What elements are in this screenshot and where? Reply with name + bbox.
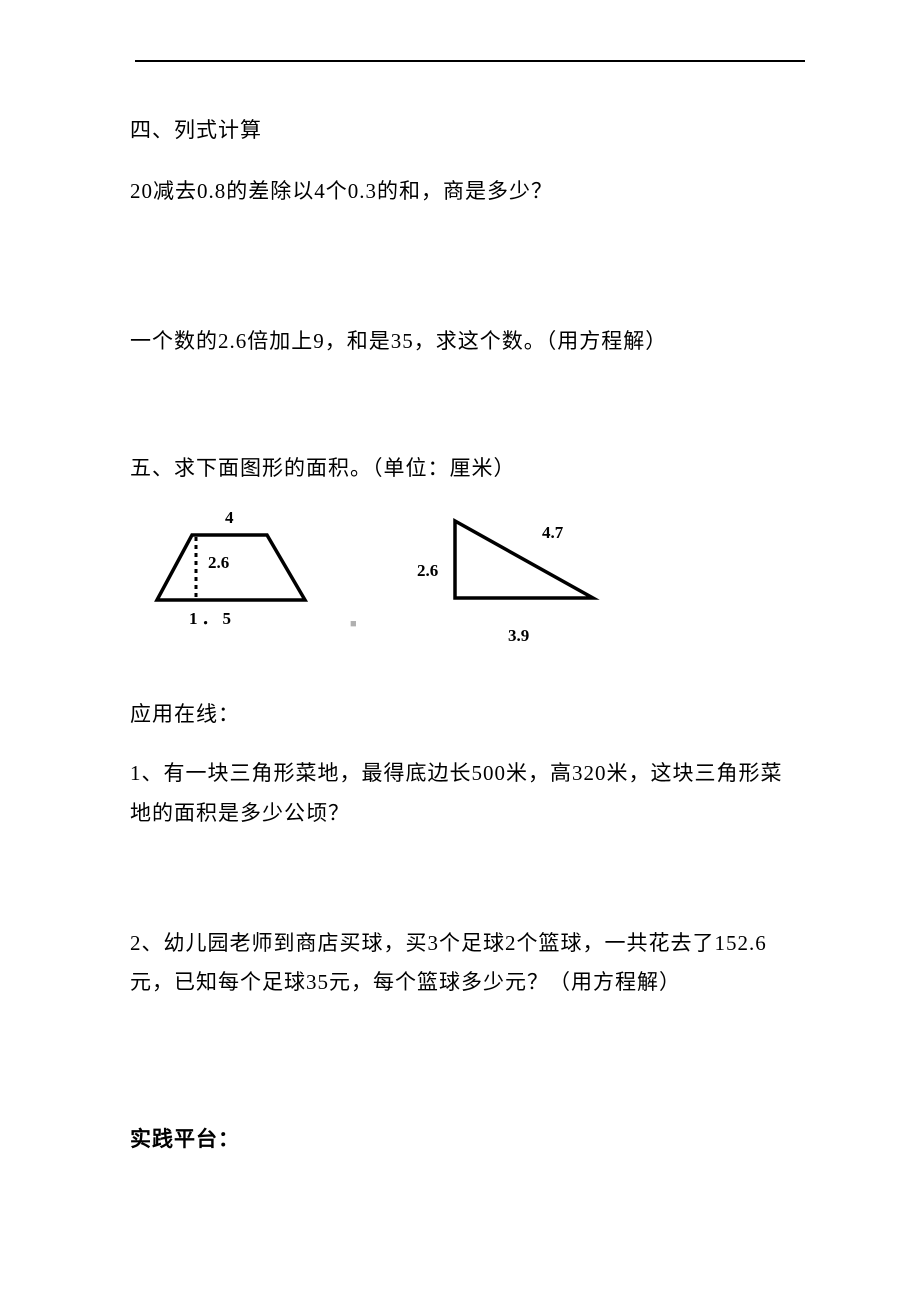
page-content: 四、列式计算 20减去0.8的差除以4个0.3的和，商是多少？ 一个数的2.6倍… — [0, 0, 920, 1239]
spacer — [130, 834, 790, 924]
trapezoid-svg — [150, 510, 335, 635]
application-q2: 2、幼儿园老师到商店买球，买3个足球2个篮球，一共花去了152.6元，已知每个足… — [130, 924, 790, 1004]
spacer — [130, 362, 790, 452]
section-4-problem-2: 一个数的2.6倍加上9，和是35，求这个数。（用方程解） — [130, 322, 790, 362]
application-heading: 应用在线： — [130, 698, 790, 728]
spacer — [130, 650, 790, 698]
trapezoid-shape — [157, 535, 305, 600]
triangle-figure: 4.7 2.6 3.9 — [415, 513, 615, 638]
application-q1: 1、有一块三角形菜地，最得底边长500米，高320米，这块三角形菜地的面积是多少… — [130, 754, 790, 834]
trapezoid-top-label: 4 — [225, 508, 234, 528]
top-horizontal-rule — [135, 60, 805, 62]
section-4-title: 四、列式计算 — [130, 114, 790, 144]
spacer — [130, 212, 790, 322]
trapezoid-figure: 4 2.6 1．5 — [150, 510, 335, 640]
triangle-shape — [455, 521, 593, 598]
triangle-base-label: 3.9 — [508, 626, 529, 646]
figures-container: 4 2.6 1．5 4.7 2.6 3.9 — [130, 510, 790, 650]
trapezoid-height-label: 2.6 — [208, 553, 229, 573]
spacer — [130, 1003, 790, 1123]
page-marker-icon: ■ — [350, 618, 357, 630]
triangle-left-label: 2.6 — [417, 561, 438, 581]
section-4-problem-1: 20减去0.8的差除以4个0.3的和，商是多少？ — [130, 172, 790, 212]
triangle-svg — [415, 513, 615, 633]
trapezoid-bottom-label: 1．5 — [189, 604, 235, 629]
practice-heading: 实践平台： — [130, 1123, 790, 1153]
section-5-title: 五、求下面图形的面积。（单位：厘米） — [130, 452, 790, 482]
triangle-hypotenuse-label: 4.7 — [542, 523, 563, 543]
